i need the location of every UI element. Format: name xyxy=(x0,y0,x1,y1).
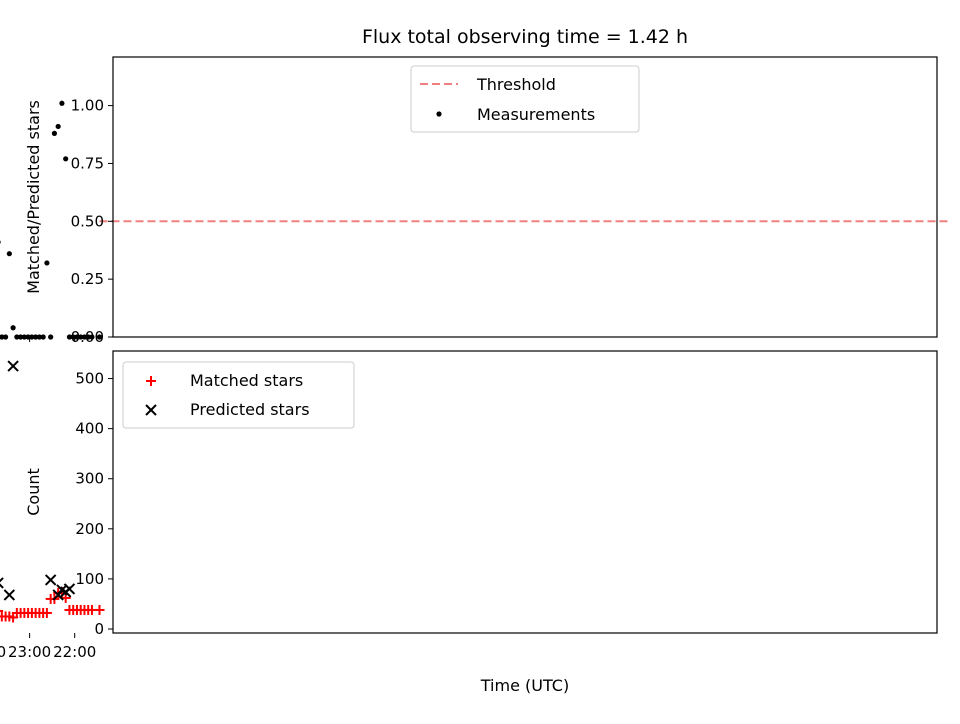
plot-frame xyxy=(112,56,938,338)
data-point xyxy=(52,589,64,601)
y-tick-label: 0.00 xyxy=(71,328,104,346)
data-point xyxy=(66,334,73,340)
y-tick-label: 200 xyxy=(75,520,104,538)
panel-2: 010020030040050022:0023:0000:0001:0002:0… xyxy=(0,350,938,695)
data-point xyxy=(3,589,16,601)
data-point-stroke xyxy=(7,360,19,372)
panel-1: 0.00 0.25 0.50 0.75 1.00 Matched/Predicted st… xyxy=(0,26,950,346)
data-point xyxy=(6,251,12,257)
data-point xyxy=(0,611,7,622)
data-point xyxy=(85,334,91,340)
data-point xyxy=(14,334,20,340)
data-point xyxy=(89,334,95,340)
data-point xyxy=(59,100,65,106)
data-point xyxy=(44,260,50,266)
legend-box xyxy=(122,361,355,429)
data-point xyxy=(29,334,35,340)
y-tick-label: 1.00 xyxy=(71,97,104,115)
y-tick-label: 0.50 xyxy=(71,212,104,230)
data-point xyxy=(96,334,103,340)
legend-label-matched: Matched stars xyxy=(190,371,303,390)
data-point xyxy=(48,334,54,340)
y-tick-label: 0 xyxy=(94,620,104,638)
data-point xyxy=(74,334,80,340)
legend-box xyxy=(410,65,640,133)
data-point xyxy=(0,240,1,244)
data-point xyxy=(63,156,69,162)
data-point xyxy=(78,334,84,340)
data-point xyxy=(0,334,5,340)
data-point-stroke xyxy=(52,589,64,601)
data-point-stroke xyxy=(0,577,4,583)
y-tick-label: 0.75 xyxy=(71,154,104,172)
data-point xyxy=(55,123,61,130)
data-point-stroke xyxy=(0,583,4,589)
y-tick-label: 300 xyxy=(75,470,104,488)
y-axis-label: Matched/Predicted stars xyxy=(24,100,43,294)
data-point xyxy=(0,609,4,612)
data-point xyxy=(44,574,57,586)
series-predicted-stars xyxy=(0,360,76,601)
y-tick-label: 500 xyxy=(75,370,104,388)
chart-title: Flux total observing time = 1.42 h xyxy=(362,26,688,48)
data-point-stroke xyxy=(59,586,72,598)
data-point xyxy=(7,360,19,372)
x-tick-label: 22:00 xyxy=(53,643,96,661)
data-point xyxy=(0,577,4,589)
plot-frame xyxy=(112,350,938,634)
y-axis-label: Count xyxy=(24,468,43,516)
data-point-stroke xyxy=(3,589,16,601)
data-point xyxy=(33,334,39,340)
y-tick-label: 0.25 xyxy=(71,270,104,288)
y-tick-label: 400 xyxy=(75,420,104,438)
data-point xyxy=(10,325,16,331)
data-point xyxy=(64,604,75,615)
legend-label-predicted: Predicted stars xyxy=(190,400,310,419)
data-point xyxy=(81,334,88,340)
x-tick-label: 00:00 xyxy=(0,643,6,661)
x-tick-label: 23:00 xyxy=(8,643,51,661)
legend-swatch-predicted xyxy=(145,404,157,416)
data-point-stroke xyxy=(44,574,57,586)
data-point xyxy=(18,334,24,340)
series-measurements xyxy=(0,100,103,340)
data-point xyxy=(40,334,46,340)
data-point xyxy=(2,334,9,340)
legend-swatch-measurements xyxy=(436,111,442,117)
legend: Matched stars Predicted stars xyxy=(122,361,355,429)
x-axis-label: Time (UTC) xyxy=(480,676,569,695)
data-point xyxy=(36,334,42,340)
legend-label-measurements: Measurements xyxy=(477,105,595,124)
y-tick-label: 100 xyxy=(75,570,104,588)
legend: Threshold Measurements xyxy=(410,65,640,133)
legend-label-threshold: Threshold xyxy=(476,75,556,94)
data-point xyxy=(51,130,58,136)
data-point xyxy=(21,334,27,340)
